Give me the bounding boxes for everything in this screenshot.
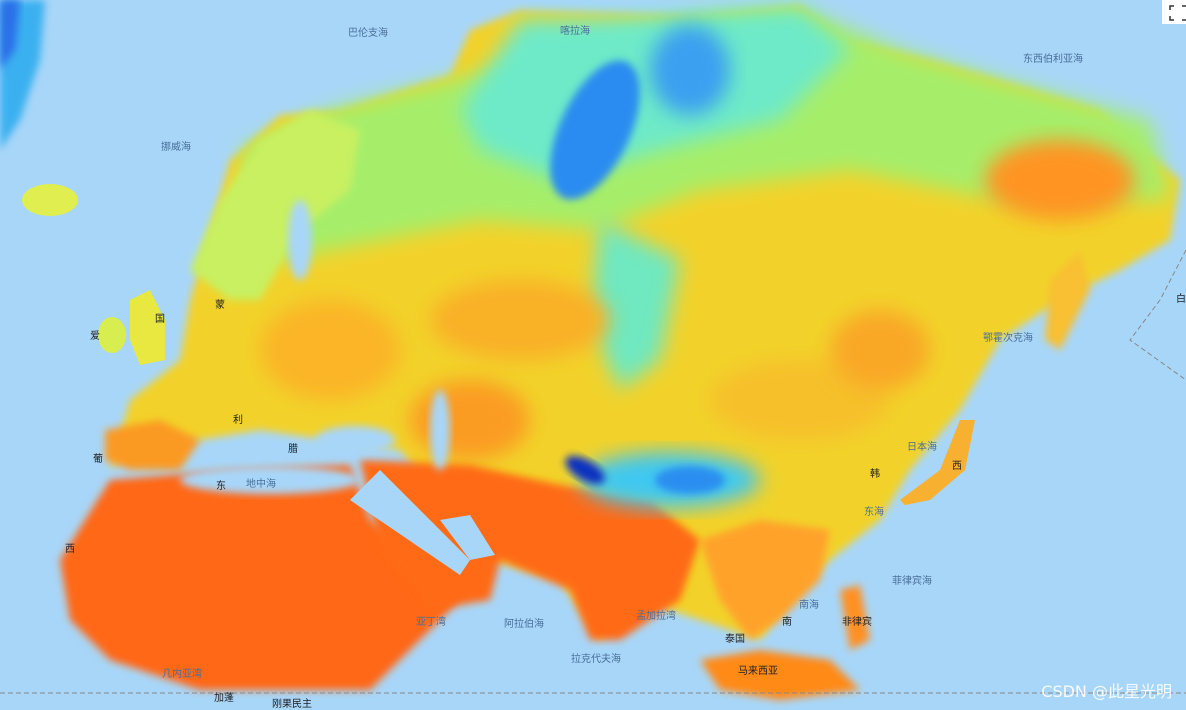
sea-label: 几内亚湾 <box>162 667 202 680</box>
boundary-line <box>1129 249 1186 381</box>
land-label: 泰国 <box>725 632 745 645</box>
land-label: 非律宾 <box>842 615 872 628</box>
land-label: 西 <box>952 461 962 472</box>
land-label: 利 <box>233 414 243 426</box>
land-label: 葡 <box>93 452 103 465</box>
land-label: 白 <box>1176 292 1186 305</box>
sea-label: 拉克代夫海 <box>571 652 621 665</box>
sea-label: 孟加拉湾 <box>636 609 676 622</box>
land-label: 爱 <box>90 329 100 342</box>
land-label: 韩 <box>870 467 880 480</box>
fullscreen-button[interactable] <box>1162 0 1186 24</box>
sea-label: 阿拉伯海 <box>504 617 544 630</box>
sea-label: 鄂霍次克海 <box>983 331 1033 344</box>
land-label: 刚果民主 <box>272 698 312 710</box>
watermark: CSDN @此星光明 <box>1041 682 1172 701</box>
sea-label: 挪威海 <box>161 140 191 153</box>
sea-label: 地中海 <box>246 477 276 490</box>
sea-label: 日本海 <box>907 440 937 453</box>
land-label: 腊 <box>288 443 298 455</box>
land-label: 南 <box>782 615 792 628</box>
sea-label: 菲律宾海 <box>892 574 932 587</box>
land-label: 西 <box>65 544 75 555</box>
land-labels: 爱 国 利 葡 西 蒙 韩 东 腊 南 非律宾 泰国 马来西亚 加蓬 刚果民主 … <box>65 292 1186 710</box>
sea-label: 喀拉海 <box>560 24 590 37</box>
sea-label: 巴伦支海 <box>348 26 388 39</box>
sea-label: 东西伯利亚海 <box>1023 52 1083 65</box>
sea-label: 东海 <box>864 505 884 518</box>
sea-label: 亚丁湾 <box>416 615 446 628</box>
land-label: 国 <box>155 313 165 325</box>
land-label: 东 <box>216 479 226 492</box>
sea-label: 南海 <box>799 598 819 611</box>
land-label: 马来西亚 <box>738 665 778 677</box>
sea-labels: 巴伦支海 喀拉海 东西伯利亚海 挪威海 鄂霍次克海 日本海 东海 菲律宾海 南海… <box>161 24 1083 680</box>
land-label: 加蓬 <box>214 692 234 704</box>
land-label: 蒙 <box>215 298 225 311</box>
